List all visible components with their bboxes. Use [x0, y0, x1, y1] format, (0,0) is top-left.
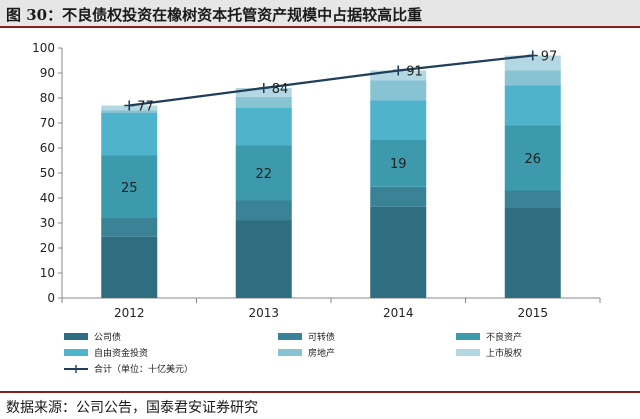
y-tick-label: 50 — [40, 166, 55, 180]
legend-swatch — [456, 333, 480, 340]
total-data-label: 77 — [137, 100, 154, 115]
legend-label: 公司债 — [94, 331, 121, 343]
source-bar: 数据来源：公司公告，国泰君安证券研究 — [0, 391, 640, 419]
bar-labels: 25 22 19 26 — [121, 152, 541, 196]
x-category-label: 2015 — [517, 306, 548, 320]
total-line — [129, 54, 533, 107]
y-tick-label: 60 — [40, 141, 55, 155]
bar-segment — [370, 139, 427, 187]
bar-segment — [504, 125, 561, 191]
total-data-label: 84 — [272, 82, 289, 97]
y-tick-label: 40 — [40, 191, 55, 205]
bar-segment — [235, 200, 292, 221]
total-point-marker — [393, 65, 404, 76]
bar-segment — [235, 96, 292, 108]
bar-segment — [101, 155, 158, 218]
source-note: 数据来源：公司公告，国泰君安证券研究 — [6, 400, 258, 416]
total-data-label: 97 — [541, 50, 558, 65]
bar-segment — [101, 218, 158, 237]
bar-segment — [504, 85, 561, 126]
y-tick-label: 90 — [40, 66, 55, 80]
y-tick-label: 70 — [40, 116, 55, 130]
title-bar: 图 30：不良债权投资在橡树资本托管资产规模中占据较高比重 — [0, 0, 640, 28]
bar-segment — [101, 236, 158, 298]
legend-label: 自由资金投资 — [94, 347, 148, 359]
bar-segment — [370, 100, 427, 140]
bar-data-label: 19 — [390, 157, 407, 172]
bar-segment — [235, 220, 292, 298]
bar-data-label: 26 — [524, 152, 541, 167]
legend-swatch — [64, 333, 88, 340]
x-axis: 2012 2013 2014 2015 — [61, 297, 601, 320]
bars — [101, 55, 561, 298]
bar-data-label: 25 — [121, 181, 138, 196]
y-tick-label: 100 — [32, 41, 55, 55]
y-tick-label: 0 — [47, 291, 55, 305]
y-axis: 0 10 20 30 40 50 60 70 80 90 100 — [32, 41, 63, 305]
x-category-label: 2014 — [383, 306, 414, 320]
total-data-label: 91 — [406, 65, 423, 80]
bar-segment — [504, 70, 561, 86]
y-tick-label: 30 — [40, 216, 55, 230]
bar-segment — [370, 80, 427, 101]
bar-segment — [504, 55, 561, 71]
legend-marker — [72, 365, 80, 373]
bar-segment — [504, 190, 561, 208]
legend-label: 合计（单位：十亿美元） — [94, 363, 193, 375]
chart-title: 图 30：不良债权投资在橡树资本托管资产规模中占据较高比重 — [6, 6, 423, 24]
x-category-label: 2013 — [248, 306, 279, 320]
legend-swatch — [64, 349, 88, 356]
legend-swatch — [456, 349, 480, 356]
bar-segment — [370, 206, 427, 298]
y-tick-label: 80 — [40, 91, 55, 105]
total-point-marker — [527, 50, 538, 61]
legend-swatch — [278, 333, 302, 340]
x-category-label: 2012 — [114, 306, 145, 320]
bar-segment — [235, 108, 292, 146]
legend-swatch — [278, 349, 302, 356]
legend-label: 上市股权 — [486, 347, 522, 359]
total-line-series: 77 84 91 97 — [124, 50, 557, 115]
bar-data-label: 22 — [255, 167, 272, 182]
total-point-marker — [258, 83, 269, 93]
y-tick-label: 20 — [40, 241, 55, 255]
bar-segment — [101, 113, 158, 156]
total-point-marker — [124, 100, 135, 111]
legend-label: 不良资产 — [486, 331, 522, 343]
bar-segment — [101, 110, 158, 113]
legend-label: 可转债 — [308, 331, 335, 343]
bar-segment — [235, 145, 292, 201]
legend-label: 房地产 — [308, 347, 335, 359]
bar-segment — [504, 208, 561, 298]
bar-segment — [370, 186, 427, 207]
y-tick-label: 10 — [40, 266, 55, 280]
